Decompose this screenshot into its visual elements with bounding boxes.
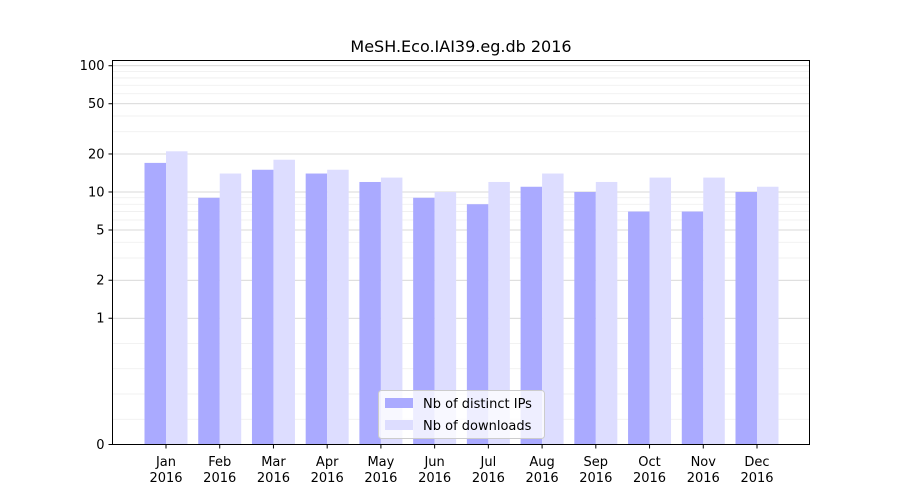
x-tick-label: Dec (744, 455, 769, 470)
y-tick-label: 2 (96, 274, 104, 289)
bar (757, 186, 779, 445)
y-tick-label: 10 (88, 185, 105, 200)
x-tick-label: May (367, 455, 394, 470)
x-tick-label-year: 2016 (740, 471, 773, 486)
x-tick-label-year: 2016 (687, 471, 720, 486)
y-axis: 0 1 2 5 10 20 50 100 (80, 59, 113, 453)
x-tick-label: Nov (691, 455, 717, 470)
y-tick-label: 50 (88, 97, 105, 112)
bar (681, 211, 704, 445)
x-tick-label-year: 2016 (418, 471, 451, 486)
chart-title: MeSH.Eco.IAI39.eg.db 2016 (350, 37, 571, 56)
x-tick-label: Jun (423, 455, 444, 470)
legend-swatch (385, 398, 413, 408)
x-tick-label-year: 2016 (257, 471, 290, 486)
y-tick-label: 100 (80, 59, 105, 74)
x-tick-label: Aug (529, 455, 554, 470)
bar (735, 191, 757, 445)
bar (488, 181, 510, 445)
bar (359, 181, 381, 445)
legend-box (378, 390, 545, 439)
x-tick-label: Sep (584, 455, 609, 470)
legend-swatch (385, 420, 413, 430)
bars (144, 151, 779, 445)
bar (413, 197, 435, 445)
legend-label: Nb of distinct IPs (423, 397, 532, 412)
bar (327, 169, 349, 445)
bar (574, 191, 596, 445)
bar (380, 177, 403, 445)
x-tick-label: Jul (480, 455, 497, 470)
bar (198, 197, 220, 445)
bar (595, 181, 618, 445)
x-tick-label-year: 2016 (364, 471, 397, 486)
bar (251, 169, 274, 445)
x-tick-label: Jan (155, 455, 176, 470)
y-tick-label: 1 (96, 312, 104, 327)
bar (649, 177, 672, 445)
bar (305, 173, 328, 445)
bar (144, 162, 166, 445)
bar (703, 177, 725, 445)
x-tick-label-year: 2016 (472, 471, 505, 486)
legend: Nb of distinct IPs Nb of downloads (378, 390, 545, 439)
x-tick-label-year: 2016 (579, 471, 612, 486)
y-tick-label: 20 (88, 147, 105, 162)
x-tick-label-year: 2016 (203, 471, 236, 486)
y-tick-label: 5 (96, 223, 104, 238)
x-tick-label: Mar (261, 455, 286, 470)
x-tick-label: Oct (638, 455, 660, 470)
x-tick-label-year: 2016 (311, 471, 344, 486)
bar (466, 204, 489, 445)
bar (542, 173, 564, 445)
x-tick-label-year: 2016 (149, 471, 182, 486)
legend-label: Nb of downloads (423, 419, 532, 434)
x-tick-label: Apr (316, 455, 339, 470)
bar (219, 173, 242, 445)
plot-area-frame (112, 60, 810, 445)
bar (628, 211, 650, 445)
x-tick-label-year: 2016 (526, 471, 559, 486)
x-axis: Jan2016Feb2016Mar2016Apr2016May2016Jun20… (149, 444, 774, 486)
x-tick-label: Feb (208, 455, 231, 470)
bar (166, 151, 188, 445)
x-tick-label-year: 2016 (633, 471, 666, 486)
bar (520, 186, 543, 445)
bar (273, 159, 295, 445)
bar (434, 191, 457, 445)
y-tick-label: 0 (96, 438, 104, 453)
